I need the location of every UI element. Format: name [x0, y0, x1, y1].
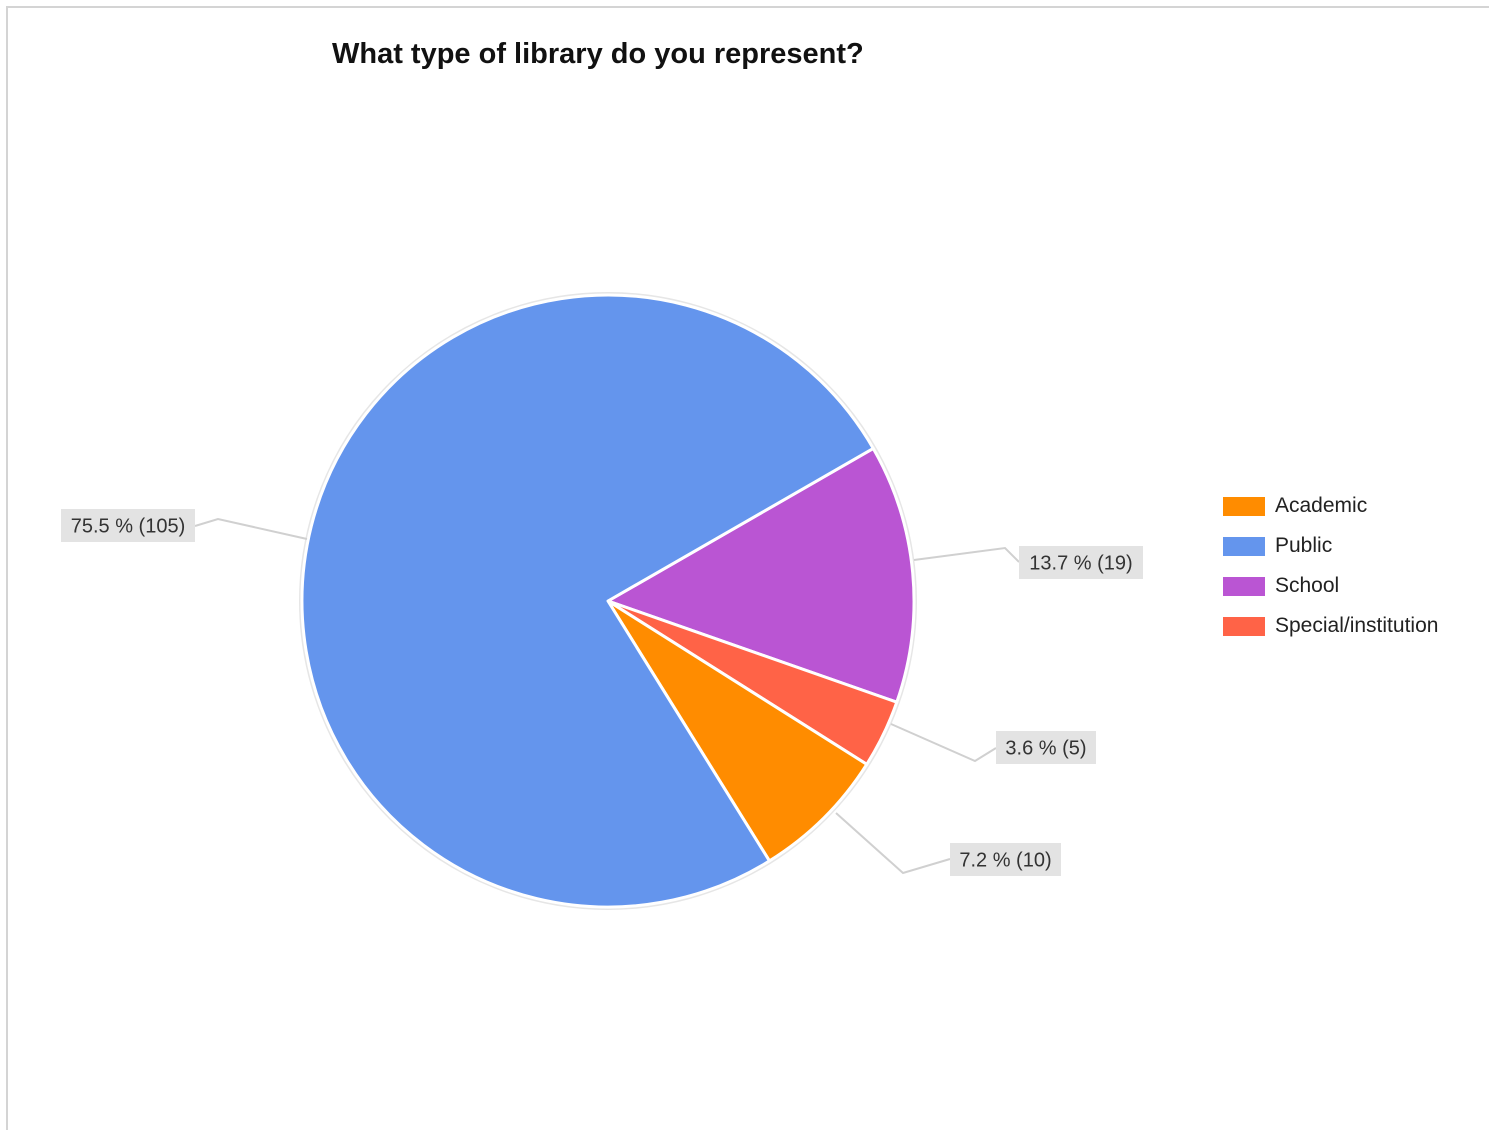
legend-item-academic[interactable]: Academic: [1223, 486, 1438, 526]
pie-slice-public[interactable]: [300, 293, 875, 909]
leader-line-academic: [835, 812, 951, 875]
legend-item-public[interactable]: Public: [1223, 526, 1438, 566]
legend-swatch-academic: [1223, 496, 1265, 516]
legend-label-school: School: [1275, 574, 1340, 597]
data-label-box-public: [61, 509, 195, 542]
legend-label-special-institution: Special/institution: [1275, 614, 1439, 637]
pie-slice-school[interactable]: [606, 446, 916, 704]
pie-slice-academic[interactable]: [606, 599, 869, 863]
legend-item-special-institution[interactable]: Special/institution: [1223, 606, 1438, 646]
data-label-box-school: [1019, 546, 1143, 579]
legend-label-academic: Academic: [1275, 494, 1368, 517]
legend-label-public: Public: [1275, 534, 1333, 557]
data-label-box-special-institution: [996, 731, 1096, 764]
legend: Academic Public School Special/instituti…: [1223, 486, 1438, 646]
legend-item-school[interactable]: School: [1223, 566, 1438, 606]
leader-line-special-institution: [890, 723, 997, 763]
data-label-school: 13.7 % (19): [1029, 553, 1132, 575]
data-label-academic: 7.2 % (10): [959, 850, 1051, 872]
legend-swatch-school: [1223, 576, 1265, 596]
legend-swatch-public: [1223, 536, 1265, 556]
legend-swatch-special-institution: [1223, 616, 1265, 636]
leader-line-school: [913, 546, 1020, 563]
data-label-public: 75.5 % (105): [71, 516, 186, 538]
leader-line-public: [194, 517, 308, 540]
data-label-special-institution: 3.6 % (5): [1005, 738, 1086, 760]
data-label-box-academic: [950, 843, 1061, 876]
chart-title: What type of library do you represent?: [332, 38, 864, 70]
